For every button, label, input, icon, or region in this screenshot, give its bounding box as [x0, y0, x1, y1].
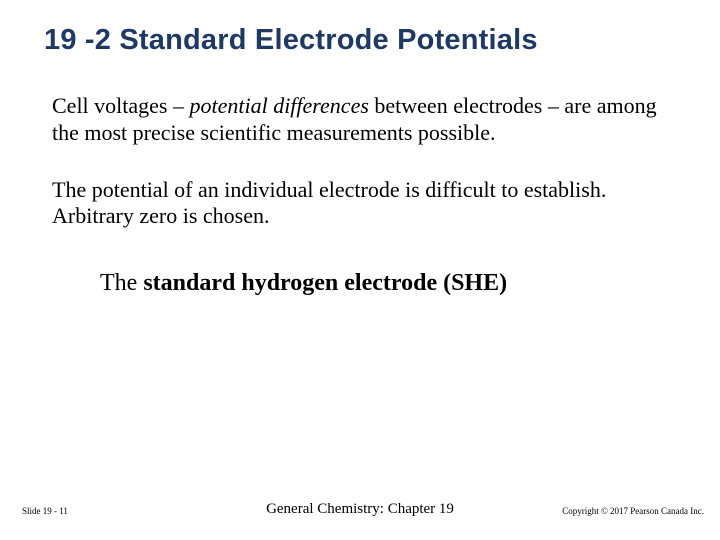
slide-container: 19 -2 Standard Electrode Potentials Cell…	[0, 0, 720, 540]
p3-strong: standard hydrogen electrode (SHE)	[143, 270, 507, 296]
footer-copyright: Copyright © 2017 Pearson Canada Inc.	[562, 506, 704, 516]
p1-emphasis: potential differences	[189, 93, 368, 118]
slide-title: 19 -2 Standard Electrode Potentials	[44, 24, 668, 57]
paragraph-individual-electrode: The potential of an individual electrode…	[52, 177, 668, 231]
p3-pre: The	[100, 270, 143, 296]
p1-pre: Cell voltages –	[52, 93, 189, 118]
paragraph-cell-voltages: Cell voltages – potential differences be…	[52, 93, 662, 147]
paragraph-she: The standard hydrogen electrode (SHE)	[100, 270, 668, 297]
